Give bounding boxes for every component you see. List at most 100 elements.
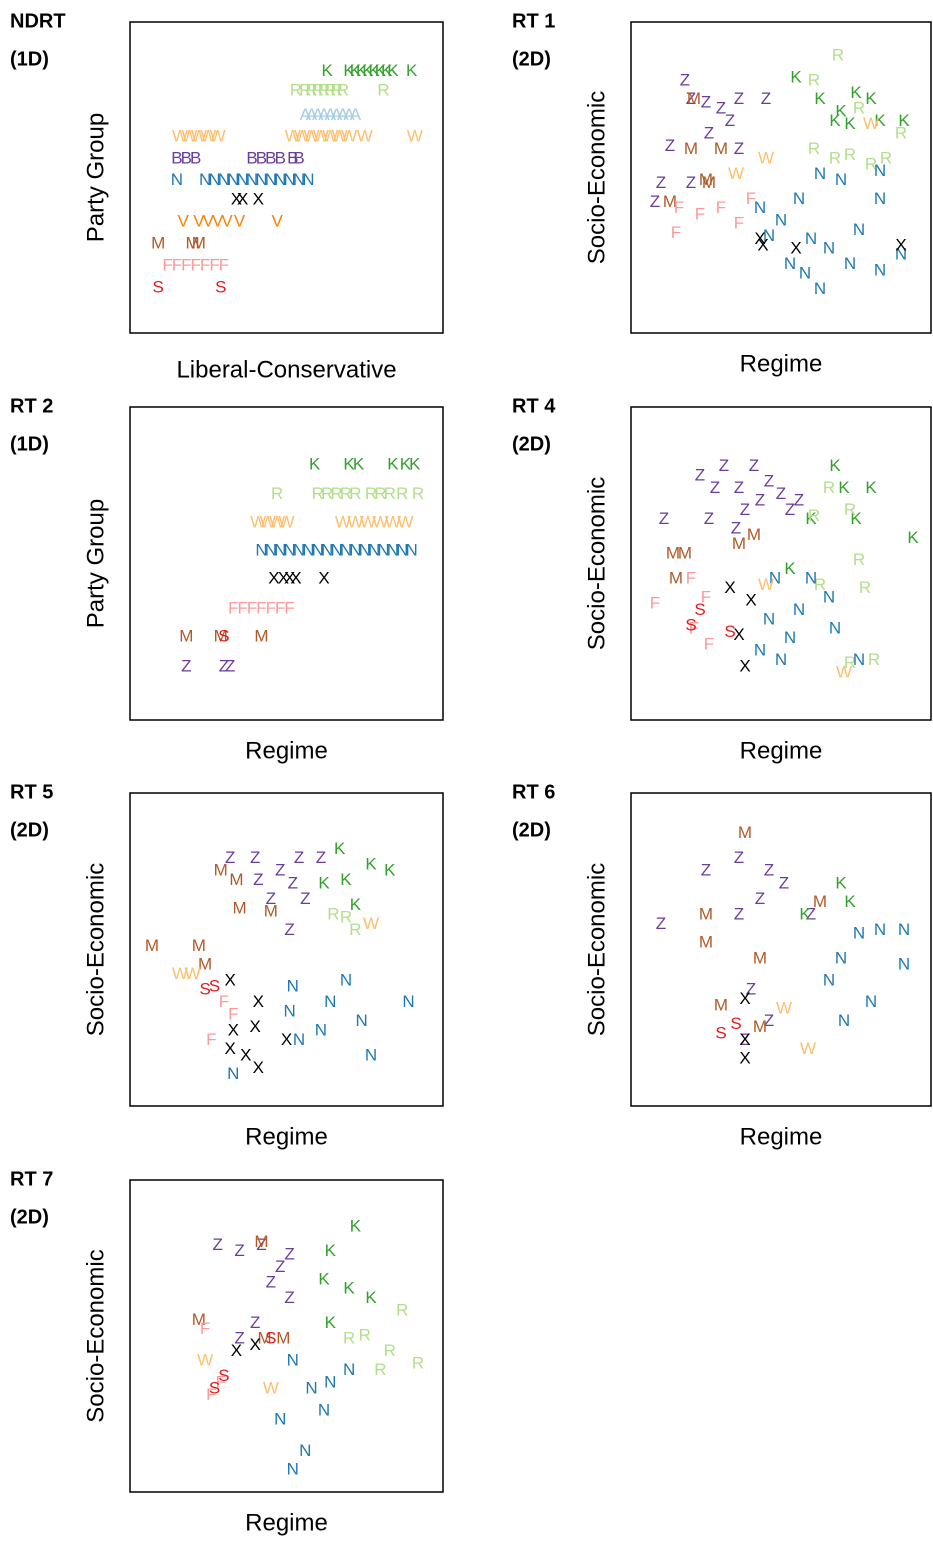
y-axis-label: Socio-Economic	[82, 863, 109, 1036]
point-marker: F	[746, 189, 756, 208]
point-marker: N	[343, 1360, 355, 1379]
point-marker: N	[293, 170, 305, 189]
point-marker: N	[299, 1441, 311, 1460]
point-marker: R	[808, 139, 820, 158]
point-marker: X	[724, 578, 735, 597]
point-marker: X	[281, 1030, 292, 1049]
point-marker: N	[302, 170, 314, 189]
point-marker: K	[865, 89, 877, 108]
point-marker: N	[274, 170, 286, 189]
point-marker: K	[353, 454, 365, 473]
point-marker: R	[412, 484, 424, 503]
point-marker: R	[321, 484, 333, 503]
panel-title: RT 5	[10, 781, 53, 803]
point-marker: X	[253, 1058, 264, 1077]
point-marker: W	[172, 964, 188, 983]
point-marker: F	[162, 256, 172, 275]
point-marker: N	[853, 923, 865, 942]
point-marker: N	[274, 1410, 286, 1429]
point-marker: R	[865, 155, 877, 174]
point-marker: W	[285, 127, 301, 146]
point-marker: N	[340, 970, 352, 989]
point-marker: R	[859, 578, 871, 597]
point-marker: S	[209, 977, 220, 996]
point-marker: F	[256, 598, 266, 617]
point-marker: R	[299, 81, 311, 100]
point-marker: W	[800, 1039, 816, 1058]
point-marker: R	[374, 1360, 386, 1379]
point-marker: K	[343, 1279, 355, 1298]
point-marker: F	[695, 204, 705, 223]
point-marker: M	[151, 234, 165, 253]
point-marker: X	[290, 569, 301, 588]
point-marker: B	[171, 148, 182, 167]
point-marker: W	[322, 127, 338, 146]
x-axis-label: Regime	[245, 1509, 328, 1536]
point-marker: N	[823, 970, 835, 989]
point-marker: X	[754, 229, 765, 248]
point-marker: R	[853, 550, 865, 569]
point-marker: R	[853, 99, 865, 118]
point-marker: N	[793, 600, 805, 619]
point-marker: Z	[776, 484, 786, 503]
point-marker: R	[808, 506, 820, 525]
point-marker: N	[805, 229, 817, 248]
point-marker: N	[359, 540, 371, 559]
point-marker: R	[305, 81, 317, 100]
point-marker: A	[318, 105, 330, 124]
point-marker: W	[372, 512, 388, 531]
x-axis-label: Regime	[245, 737, 328, 764]
point-marker: M	[214, 861, 228, 880]
point-marker: N	[805, 569, 817, 588]
panel-title: NDRT	[10, 10, 66, 32]
point-marker: B	[256, 148, 267, 167]
point-marker: S	[730, 1014, 741, 1033]
point-marker: V	[178, 211, 190, 230]
point-marker: Z	[701, 92, 711, 111]
point-marker: N	[227, 170, 239, 189]
panel-title: RT 1	[512, 10, 555, 32]
point-marker: N	[368, 540, 380, 559]
point-marker: M	[732, 534, 746, 553]
point-marker: N	[835, 170, 847, 189]
point-marker: A	[337, 105, 349, 124]
point-marker: A	[325, 105, 337, 124]
point-marker: W	[357, 127, 373, 146]
point-marker: M	[264, 901, 278, 920]
point-marker: R	[880, 148, 892, 167]
point-marker: K	[325, 1241, 337, 1260]
point-marker: K	[343, 61, 355, 80]
point-marker: K	[368, 61, 380, 80]
point-marker: W	[360, 512, 376, 531]
point-marker: N	[844, 254, 856, 273]
x-axis-label: Regime	[245, 1123, 328, 1150]
point-marker: M	[254, 1232, 268, 1251]
point-marker: W	[185, 964, 201, 983]
point-marker: N	[784, 628, 796, 647]
point-marker: Z	[284, 1244, 294, 1263]
point-marker: R	[868, 650, 880, 669]
point-marker: Z	[710, 478, 720, 497]
point-marker: R	[271, 484, 283, 503]
point-marker: W	[407, 127, 423, 146]
point-marker: M	[145, 936, 159, 955]
point-marker: B	[190, 148, 201, 167]
point-marker: Z	[731, 519, 741, 538]
point-marker: K	[350, 1216, 362, 1235]
point-marker: N	[763, 609, 775, 628]
point-marker: N	[237, 170, 249, 189]
point-marker: V	[203, 211, 215, 230]
panel-title: RT 6	[512, 781, 555, 803]
y-axis-label: Socio-Economic	[583, 91, 610, 264]
point-marker: M	[714, 139, 728, 158]
point-marker: Z	[665, 136, 675, 155]
point-marker: K	[898, 111, 910, 130]
point-marker: K	[375, 61, 387, 80]
point-marker: R	[340, 484, 352, 503]
point-marker: Z	[686, 173, 696, 192]
point-marker: M	[699, 933, 713, 952]
plot-frame	[129, 792, 444, 1107]
point-marker: W	[332, 127, 348, 146]
point-marker: K	[835, 873, 847, 892]
point-marker: A	[306, 105, 318, 124]
